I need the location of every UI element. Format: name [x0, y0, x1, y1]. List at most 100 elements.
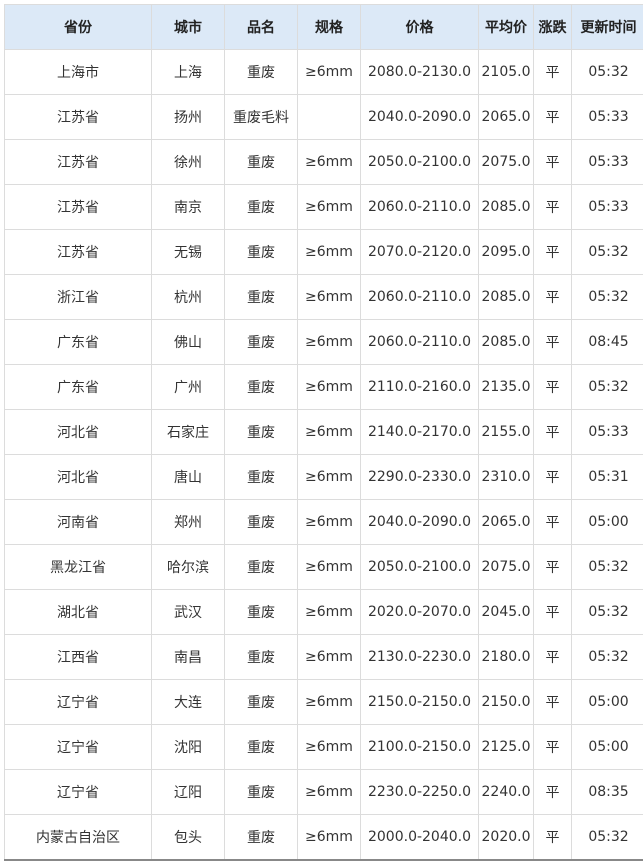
cell-avg-price: 2240.0 [479, 770, 534, 815]
cell-change: 平 [534, 50, 572, 95]
cell-avg-price: 2125.0 [479, 725, 534, 770]
cell-change: 平 [534, 140, 572, 185]
cell-product: 重废 [225, 410, 298, 455]
cell-product: 重废 [225, 545, 298, 590]
cell-avg-price: 2135.0 [479, 365, 534, 410]
cell-avg-price: 2020.0 [479, 815, 534, 861]
cell-city: 沈阳 [152, 725, 225, 770]
cell-avg-price: 2085.0 [479, 275, 534, 320]
cell-spec: ≥6mm [298, 365, 361, 410]
cell-avg-price: 2065.0 [479, 95, 534, 140]
cell-city: 石家庄 [152, 410, 225, 455]
cell-avg-price: 2180.0 [479, 635, 534, 680]
cell-city: 武汉 [152, 590, 225, 635]
cell-change: 平 [534, 185, 572, 230]
cell-change: 平 [534, 320, 572, 365]
cell-product: 重废 [225, 455, 298, 500]
cell-change: 平 [534, 770, 572, 815]
cell-avg-price: 2085.0 [479, 185, 534, 230]
cell-product: 重废 [225, 320, 298, 365]
cell-change: 平 [534, 725, 572, 770]
cell-price: 2070.0-2120.0 [361, 230, 479, 275]
cell-province: 广东省 [5, 320, 152, 365]
cell-update-time: 05:00 [572, 500, 643, 545]
header-avg-price: 平均价 [479, 5, 534, 50]
cell-update-time: 05:32 [572, 50, 643, 95]
cell-avg-price: 2150.0 [479, 680, 534, 725]
cell-update-time: 05:00 [572, 725, 643, 770]
cell-change: 平 [534, 230, 572, 275]
cell-price: 2050.0-2100.0 [361, 140, 479, 185]
cell-update-time: 05:33 [572, 410, 643, 455]
cell-province: 河北省 [5, 455, 152, 500]
cell-update-time: 08:35 [572, 770, 643, 815]
cell-province: 浙江省 [5, 275, 152, 320]
cell-product: 重废毛料 [225, 95, 298, 140]
cell-change: 平 [534, 635, 572, 680]
cell-product: 重废 [225, 230, 298, 275]
table-header: 省份城市品名规格价格平均价涨跌更新时间 [5, 5, 643, 50]
header-spec: 规格 [298, 5, 361, 50]
cell-city: 佛山 [152, 320, 225, 365]
cell-price: 2050.0-2100.0 [361, 545, 479, 590]
cell-update-time: 05:32 [572, 590, 643, 635]
cell-update-time: 05:33 [572, 185, 643, 230]
cell-change: 平 [534, 590, 572, 635]
cell-city: 唐山 [152, 455, 225, 500]
cell-price: 2060.0-2110.0 [361, 185, 479, 230]
cell-avg-price: 2310.0 [479, 455, 534, 500]
cell-spec: ≥6mm [298, 635, 361, 680]
cell-avg-price: 2065.0 [479, 500, 534, 545]
cell-product: 重废 [225, 275, 298, 320]
cell-price: 2130.0-2230.0 [361, 635, 479, 680]
cell-avg-price: 2075.0 [479, 545, 534, 590]
cell-price: 2230.0-2250.0 [361, 770, 479, 815]
cell-update-time: 05:32 [572, 545, 643, 590]
cell-spec: ≥6mm [298, 230, 361, 275]
cell-update-time: 05:00 [572, 680, 643, 725]
cell-update-time: 05:32 [572, 365, 643, 410]
cell-province: 黑龙江省 [5, 545, 152, 590]
cell-city: 包头 [152, 815, 225, 861]
cell-price: 2290.0-2330.0 [361, 455, 479, 500]
cell-product: 重废 [225, 50, 298, 95]
cell-update-time: 05:32 [572, 815, 643, 861]
cell-spec: ≥6mm [298, 275, 361, 320]
cell-province: 江苏省 [5, 140, 152, 185]
cell-spec: ≥6mm [298, 545, 361, 590]
cell-province: 湖北省 [5, 590, 152, 635]
cell-province: 江苏省 [5, 185, 152, 230]
cell-change: 平 [534, 815, 572, 861]
cell-province: 上海市 [5, 50, 152, 95]
cell-product: 重废 [225, 500, 298, 545]
cell-price: 2080.0-2130.0 [361, 50, 479, 95]
cell-price: 2060.0-2110.0 [361, 320, 479, 365]
cell-spec: ≥6mm [298, 185, 361, 230]
cell-city: 哈尔滨 [152, 545, 225, 590]
cell-price: 2100.0-2150.0 [361, 725, 479, 770]
cell-price: 2110.0-2160.0 [361, 365, 479, 410]
cell-price: 2140.0-2170.0 [361, 410, 479, 455]
cell-city: 大连 [152, 680, 225, 725]
cell-avg-price: 2095.0 [479, 230, 534, 275]
cell-avg-price: 2075.0 [479, 140, 534, 185]
cell-province: 辽宁省 [5, 680, 152, 725]
cell-spec: ≥6mm [298, 680, 361, 725]
cell-province: 广东省 [5, 365, 152, 410]
cell-product: 重废 [225, 815, 298, 861]
cell-price: 2040.0-2090.0 [361, 95, 479, 140]
cell-city: 广州 [152, 365, 225, 410]
